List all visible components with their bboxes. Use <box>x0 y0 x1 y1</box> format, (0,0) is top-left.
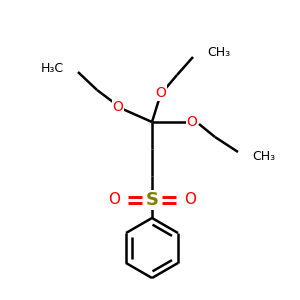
Text: O: O <box>112 100 123 114</box>
Text: O: O <box>187 115 197 129</box>
Text: O: O <box>108 193 120 208</box>
Text: S: S <box>146 191 158 209</box>
Text: CH₃: CH₃ <box>207 46 230 59</box>
Text: O: O <box>156 86 167 100</box>
Text: O: O <box>184 193 196 208</box>
Text: H₃C: H₃C <box>41 61 64 74</box>
Text: CH₃: CH₃ <box>252 149 275 163</box>
